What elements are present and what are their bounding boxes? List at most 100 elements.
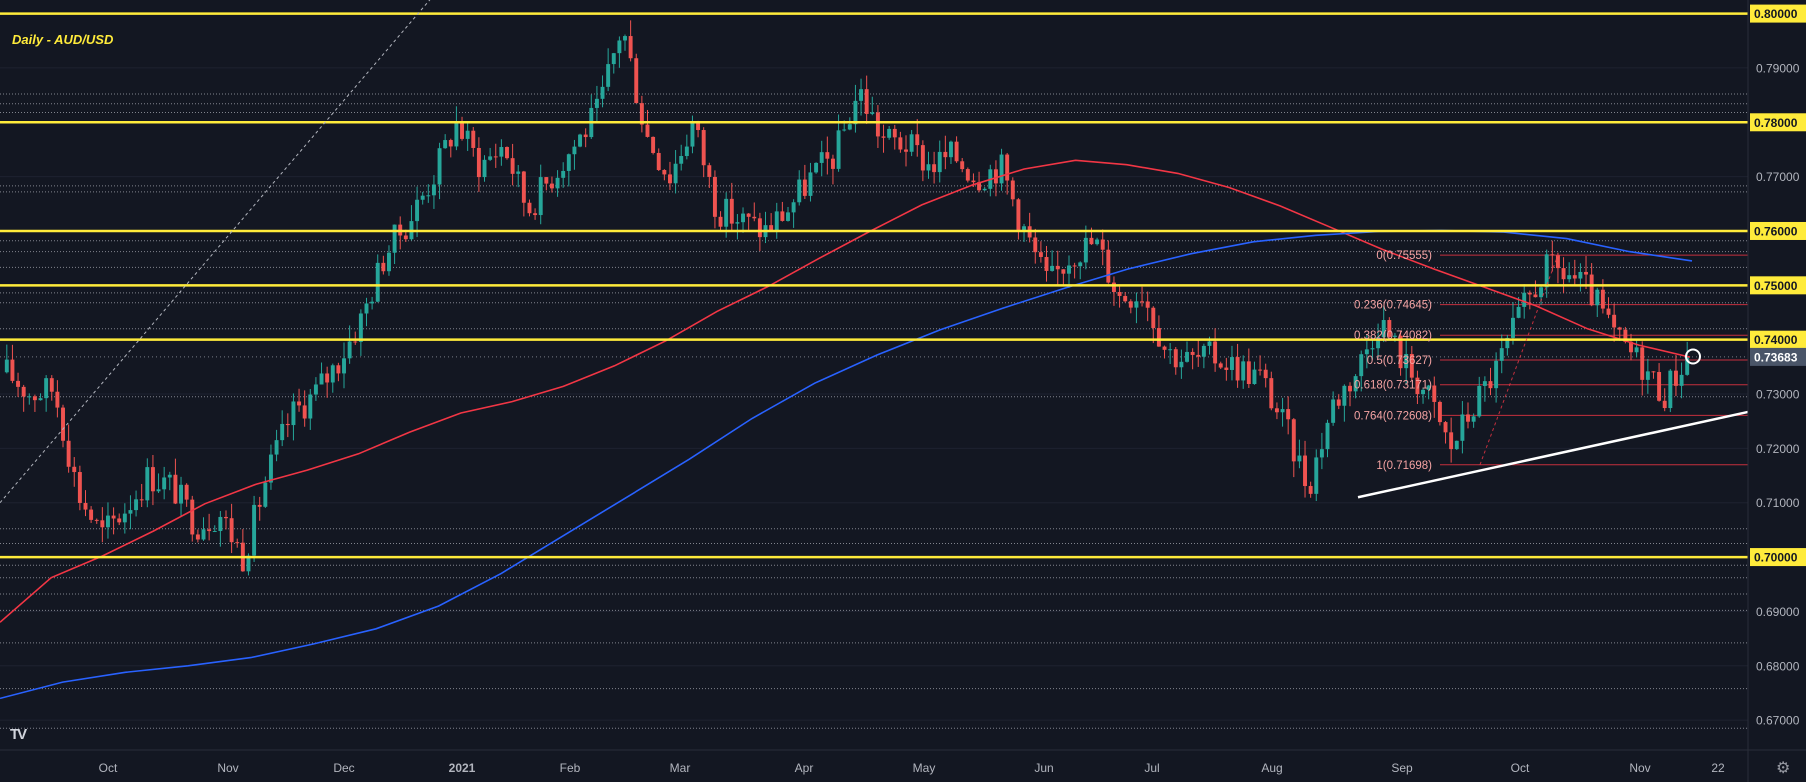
fibonacci-label: 1(0.71698) bbox=[1376, 460, 1432, 472]
candle-body bbox=[769, 225, 774, 231]
candle-body bbox=[212, 531, 217, 533]
candle-body bbox=[555, 177, 560, 189]
time-tick-label: Feb bbox=[560, 761, 581, 775]
price-tick-label: 0.78000 bbox=[1754, 116, 1798, 130]
candle-body bbox=[49, 378, 54, 392]
candle-body bbox=[1291, 419, 1296, 462]
candle-body bbox=[611, 53, 616, 65]
candle-body bbox=[201, 529, 206, 540]
candle-body bbox=[336, 365, 341, 374]
candle-body bbox=[10, 359, 15, 381]
candle-body bbox=[1527, 292, 1532, 295]
candle-body bbox=[1280, 409, 1285, 413]
candle-body bbox=[594, 98, 599, 108]
candle-body bbox=[268, 454, 273, 483]
candle-body bbox=[780, 211, 785, 221]
candle-body bbox=[786, 212, 790, 221]
candle-body bbox=[842, 129, 847, 131]
candle-body bbox=[1449, 432, 1454, 450]
candle-body bbox=[673, 163, 678, 184]
candle-body bbox=[1319, 449, 1324, 458]
candle-body bbox=[949, 141, 953, 158]
candle-body bbox=[342, 358, 346, 374]
candle-body bbox=[999, 154, 1004, 184]
candle-body bbox=[1584, 271, 1588, 275]
candle-body bbox=[437, 148, 442, 185]
price-axis[interactable]: 0.80000 0.79000 0.78000 0.77000 0.76000 0.750… bbox=[1747, 0, 1806, 782]
candle-body bbox=[392, 224, 397, 253]
candle-body bbox=[1297, 455, 1302, 462]
time-tick-label: 22 bbox=[1711, 761, 1725, 775]
price-tick-label: 0.68000 bbox=[1756, 659, 1800, 673]
candle-body bbox=[1471, 416, 1476, 422]
candle-body bbox=[859, 89, 864, 101]
candle-body bbox=[1067, 265, 1071, 274]
candle-body bbox=[645, 124, 650, 137]
candle-body bbox=[38, 398, 43, 401]
candle-body bbox=[965, 169, 970, 181]
gear-icon[interactable]: ⚙ bbox=[1776, 760, 1791, 777]
candle-body bbox=[1179, 361, 1184, 368]
candle-body bbox=[111, 515, 116, 519]
candle-body bbox=[1555, 255, 1560, 269]
time-tick-label: Nov bbox=[1629, 761, 1650, 775]
candle-body bbox=[932, 164, 937, 173]
candle-body bbox=[1443, 422, 1448, 433]
current-price-badge bbox=[1750, 347, 1806, 366]
candle-body bbox=[471, 130, 476, 148]
candle-body bbox=[1336, 399, 1341, 406]
candle-body bbox=[499, 147, 504, 157]
candle-body bbox=[465, 130, 470, 139]
candle-body bbox=[1595, 289, 1600, 306]
candle-body bbox=[83, 502, 88, 510]
candle-body bbox=[707, 165, 712, 177]
candle-body bbox=[853, 100, 858, 125]
candle-body bbox=[1010, 180, 1015, 200]
candle-body bbox=[139, 499, 144, 501]
candle-body bbox=[252, 504, 257, 556]
time-axis[interactable]: Oct Nov Dec 2021 Feb Mar Apr May Jun Jul Aug Sep Oct… bbox=[0, 749, 1806, 775]
candle-body bbox=[1286, 409, 1291, 420]
candle-body bbox=[1263, 369, 1268, 379]
candle-body bbox=[1156, 328, 1161, 347]
candle-body bbox=[1662, 400, 1667, 409]
highlighted-levels bbox=[0, 12, 1748, 559]
candle-body bbox=[387, 252, 391, 272]
candle-body bbox=[718, 216, 723, 227]
candle-body bbox=[1235, 357, 1240, 381]
candle-body bbox=[173, 474, 178, 504]
candle-body bbox=[347, 341, 352, 359]
candle-body bbox=[1353, 376, 1358, 392]
candle-body bbox=[802, 179, 807, 196]
candle-body bbox=[1370, 348, 1375, 350]
candle-body bbox=[1151, 307, 1156, 329]
price-tick-label: 0.67000 bbox=[1756, 714, 1800, 728]
candle-body bbox=[1342, 385, 1347, 406]
candle-body bbox=[533, 213, 538, 216]
candle-body bbox=[741, 213, 745, 223]
candle-body bbox=[701, 130, 706, 166]
candle-body bbox=[229, 518, 234, 543]
candle-body bbox=[527, 202, 532, 214]
candle-body bbox=[1252, 369, 1257, 385]
candle-body bbox=[583, 134, 588, 138]
candle-body bbox=[943, 151, 948, 158]
candle-body bbox=[1123, 295, 1128, 302]
candle-body bbox=[1095, 239, 1100, 245]
candle-body bbox=[1348, 385, 1352, 392]
candle-body bbox=[1083, 237, 1088, 263]
candle-body bbox=[1111, 282, 1116, 293]
candle-body bbox=[420, 195, 425, 200]
candle-body bbox=[370, 301, 375, 304]
candle-body bbox=[1072, 265, 1077, 267]
candle-body bbox=[1134, 301, 1139, 308]
candle-body bbox=[1488, 381, 1493, 389]
candle-body bbox=[656, 152, 661, 170]
price-tick-label: 0.75000 bbox=[1754, 279, 1798, 293]
time-tick-label: Jun bbox=[1034, 761, 1053, 775]
candle-body bbox=[1185, 351, 1189, 362]
tradingview-logo-icon[interactable]: TV bbox=[10, 726, 27, 743]
candle-body bbox=[431, 184, 436, 196]
candle-body bbox=[1325, 422, 1330, 450]
